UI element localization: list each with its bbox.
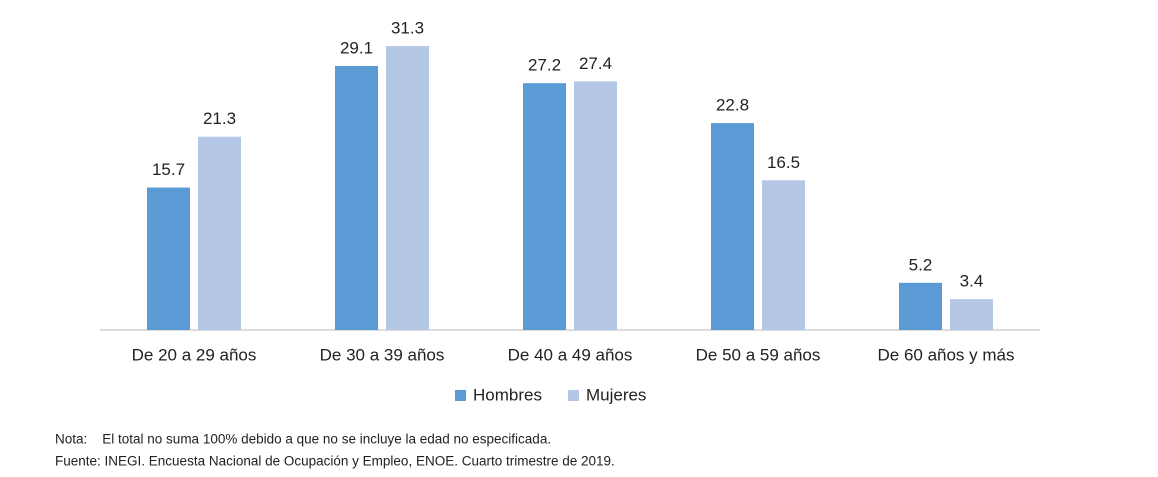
bar (950, 299, 993, 330)
x-tick-label: De 20 a 29 años (132, 345, 257, 364)
x-tick-label: De 40 a 49 años (508, 345, 633, 364)
data-label: 27.2 (528, 56, 561, 75)
legend-swatch (455, 390, 466, 401)
bar (711, 123, 754, 330)
data-label: 16.5 (767, 153, 800, 172)
bar (899, 282, 942, 330)
legend-label: Hombres (473, 385, 542, 404)
x-tick-label: De 60 años y más (877, 345, 1014, 364)
data-label: 21.3 (203, 109, 236, 128)
bar (523, 83, 566, 330)
data-label: 5.2 (909, 255, 933, 274)
bar (386, 46, 429, 330)
data-label: 27.4 (579, 54, 612, 73)
bar (762, 180, 805, 330)
data-label: 15.7 (152, 160, 185, 179)
bar (147, 187, 190, 330)
data-label: 31.3 (391, 18, 424, 37)
bar (574, 81, 617, 330)
note: Nota: El total no suma 100% debido a que… (55, 432, 551, 447)
legend-label: Mujeres (586, 385, 646, 404)
data-label: 3.4 (960, 272, 984, 291)
source: Fuente: INEGI. Encuesta Nacional de Ocup… (55, 454, 615, 469)
bar (335, 65, 378, 330)
legend-swatch (567, 390, 579, 401)
x-tick-label: De 50 a 59 años (696, 345, 821, 364)
data-label: 22.8 (716, 96, 749, 115)
data-label: 29.1 (340, 38, 373, 57)
bar (198, 136, 241, 330)
x-tick-label: De 30 a 39 años (320, 345, 445, 364)
